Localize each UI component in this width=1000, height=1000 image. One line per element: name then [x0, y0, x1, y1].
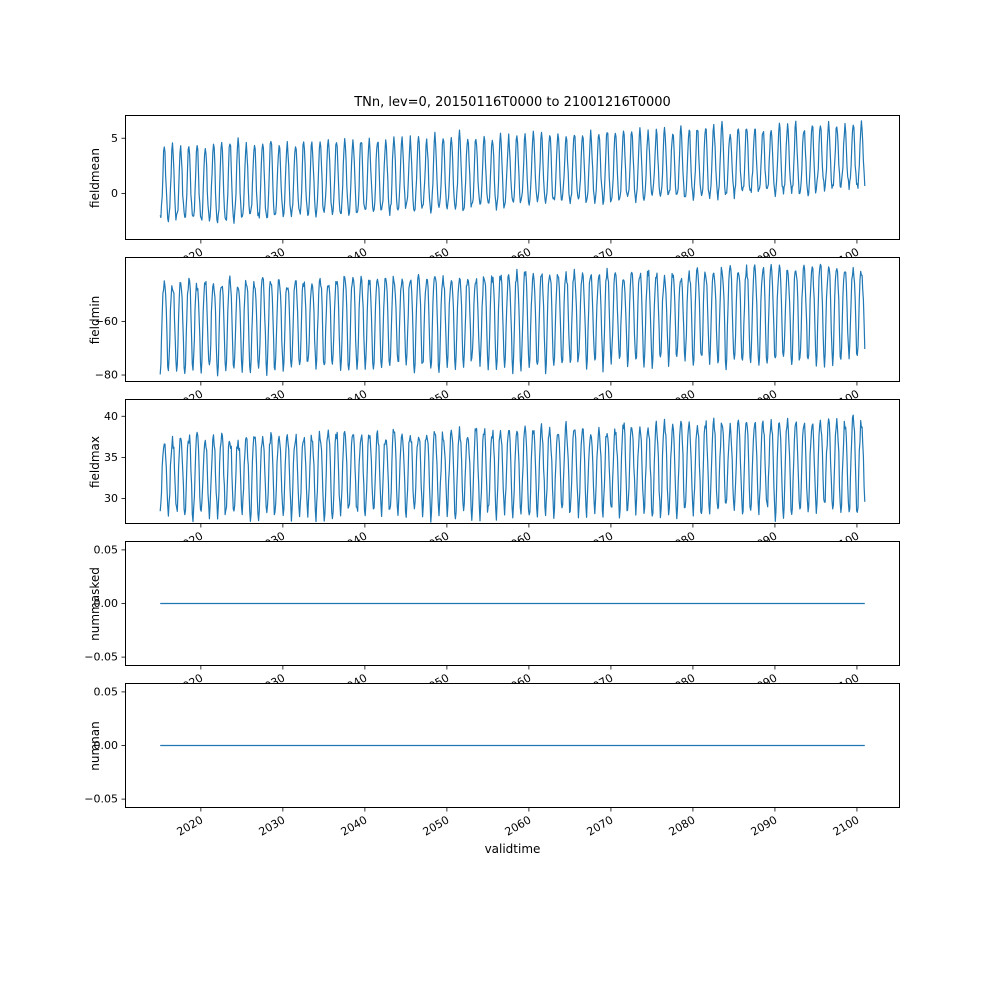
y-tick-label: 0.05 [94, 685, 119, 698]
subplot-fieldmin: fieldmin −60−802020203020402050206020702… [88, 257, 900, 413]
y-tick-label: 40 [104, 410, 118, 423]
axes-frame [125, 683, 900, 808]
y-tick-label: 30 [104, 492, 118, 505]
plot-canvas-fieldmin: −60−802020203020402050206020702080209021… [95, 257, 900, 413]
subplot-fieldmax: fieldmax 3035402020203020402050206020702… [88, 399, 900, 555]
y-tick-label: 0.00 [94, 739, 119, 752]
x-tick-label: 2030 [257, 813, 288, 838]
chart-title: TNn, lev=0, 20150116T0000 to 21001216T00… [354, 95, 671, 110]
y-axis-label-fieldmean: fieldmean [88, 147, 102, 208]
plot-canvas-nummasked: 0.050.00−0.05202020302040205020602070208… [84, 541, 900, 697]
subplot-nummasked: nummasked 0.050.00−0.0520202030204020502… [84, 541, 900, 697]
y-tick-label: 5 [111, 132, 118, 145]
subplot-numnan: numnan 0.05 0.00 −0.05 2020 2030 2040 2050 2060… [84, 683, 900, 839]
axes-frame [125, 541, 900, 666]
plot-canvas-numnan: 0.05 0.00 −0.05 2020 2030 2040 2050 2060 2070 208… [84, 683, 900, 839]
y-axis-label-fieldmax: fieldmax [88, 435, 102, 488]
x-axis-label: validtime [484, 842, 541, 856]
x-tick-label: 2080 [667, 813, 698, 838]
y-tick-label: 0 [111, 187, 118, 200]
x-tick-label: 2020 [175, 813, 206, 838]
series-line-fieldmean [159, 120, 866, 224]
series-line-fieldmin [159, 263, 866, 377]
y-tick-label: 35 [104, 451, 118, 464]
x-tick-label: 2100 [831, 813, 862, 838]
y-tick-label: 0.05 [94, 543, 119, 556]
axes-frame [125, 257, 900, 382]
plot-canvas-fieldmax: 3035402020203020402050206020702080209021… [104, 399, 900, 555]
x-tick-label: 2070 [585, 813, 616, 838]
x-tick-label: 2060 [503, 813, 534, 838]
x-tick-label: 2040 [339, 813, 370, 838]
subplot-fieldmean: fieldmean 052020203020402050206020702080… [88, 115, 900, 271]
y-tick-label: 0.00 [94, 597, 119, 610]
y-tick-label: −0.05 [84, 793, 118, 806]
axes-frame [125, 399, 900, 524]
series-line-fieldmax [159, 414, 866, 523]
y-tick-label: −80 [95, 369, 118, 382]
x-tick-label: 2090 [749, 813, 780, 838]
y-tick-label: −60 [95, 315, 118, 328]
axes-frame [125, 115, 900, 240]
x-tick-label: 2050 [421, 813, 452, 838]
y-tick-label: −0.05 [84, 651, 118, 664]
